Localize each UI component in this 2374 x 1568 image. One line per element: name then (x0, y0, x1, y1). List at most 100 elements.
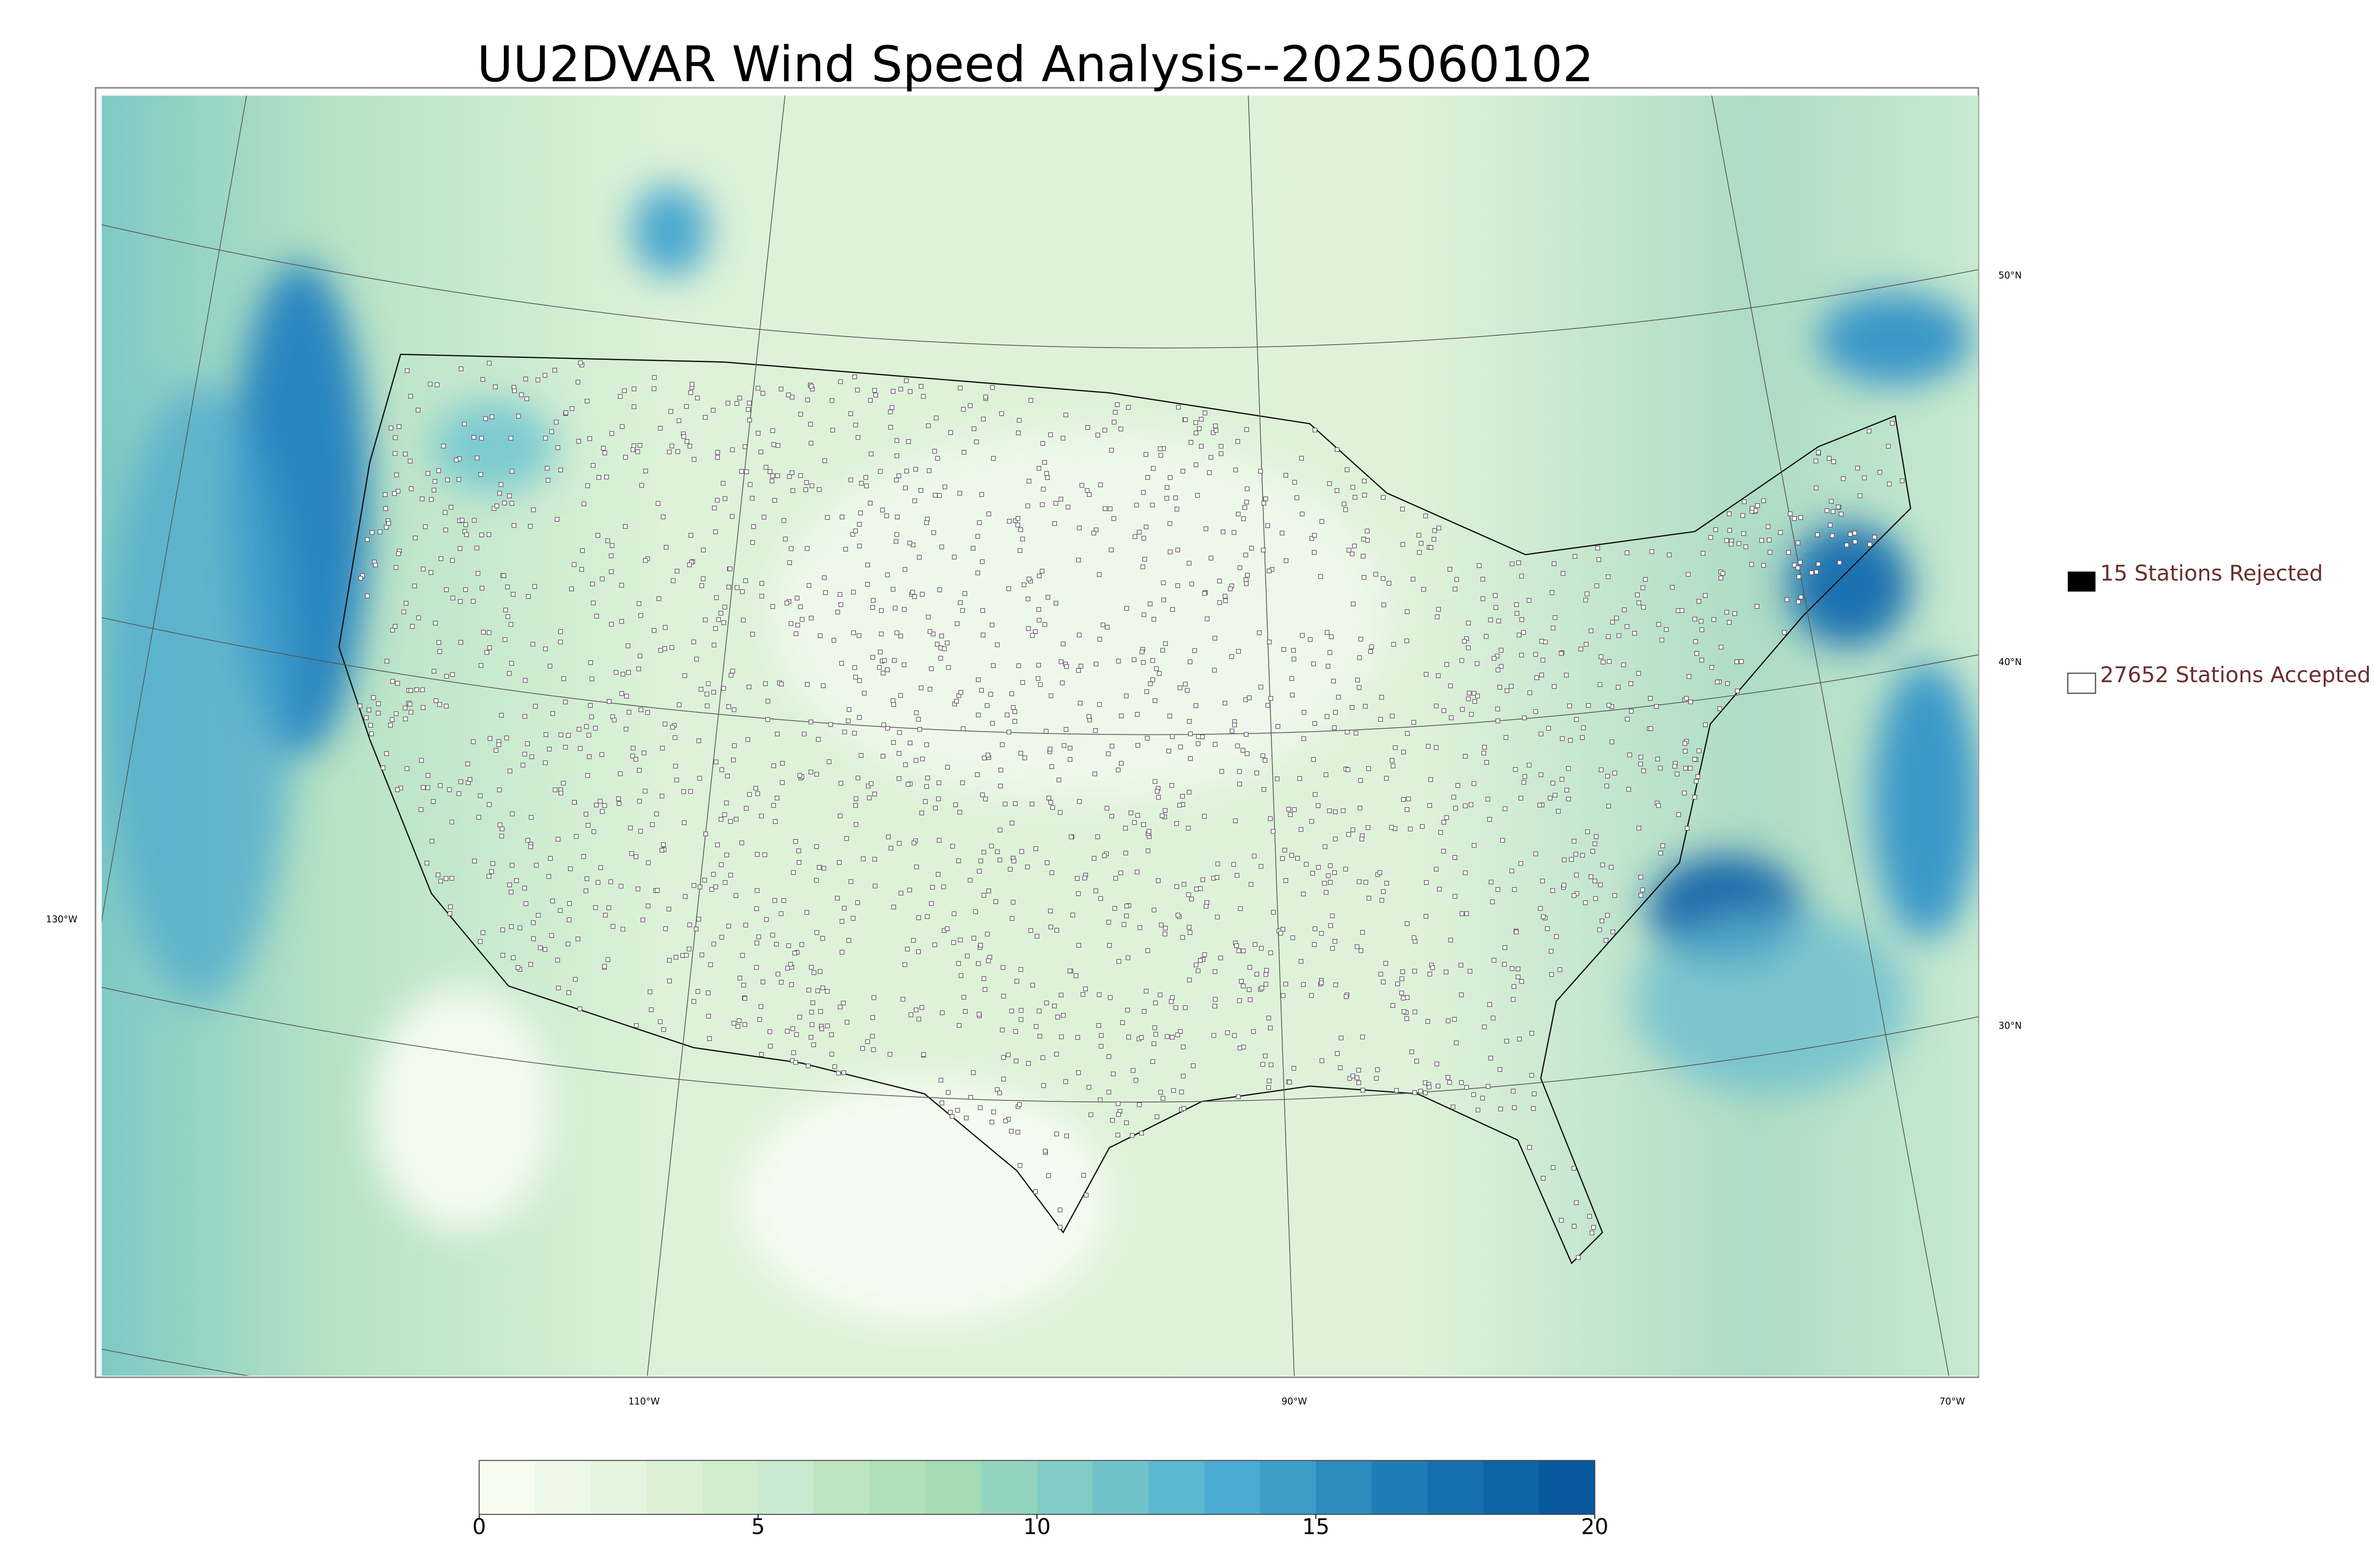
station (1123, 851, 1128, 855)
station (1816, 562, 1821, 567)
station (722, 812, 727, 817)
station (784, 601, 789, 606)
station (443, 510, 448, 515)
station (1567, 704, 1572, 708)
station (1130, 1068, 1136, 1073)
station (1252, 854, 1257, 859)
station (496, 742, 501, 747)
station (1168, 521, 1172, 526)
station (1475, 661, 1479, 666)
station (602, 803, 607, 808)
station (809, 965, 814, 970)
station (528, 844, 533, 849)
station (931, 530, 936, 535)
station (1346, 767, 1350, 772)
station (1301, 736, 1306, 741)
station (572, 800, 577, 805)
station (1475, 1108, 1480, 1113)
station (1120, 1020, 1125, 1025)
station (1327, 481, 1332, 486)
station (1017, 548, 1023, 553)
station (1514, 602, 1519, 607)
station (847, 707, 852, 712)
station (1458, 963, 1463, 968)
station (1430, 965, 1435, 970)
station (1438, 830, 1443, 835)
station (914, 710, 919, 715)
station (1207, 470, 1212, 475)
station (1350, 1073, 1356, 1079)
station (1384, 881, 1389, 886)
station (820, 936, 825, 941)
station (1404, 1016, 1409, 1021)
station (1361, 575, 1366, 580)
station (726, 923, 731, 929)
station (1137, 925, 1142, 930)
station (912, 498, 917, 503)
station (1001, 1055, 1006, 1060)
station (393, 435, 398, 440)
station (1502, 806, 1507, 811)
station (1598, 883, 1603, 887)
station (444, 587, 449, 592)
station (1040, 441, 1046, 446)
station (1292, 807, 1297, 812)
station (730, 514, 735, 519)
station (1049, 764, 1055, 769)
station (1102, 506, 1108, 511)
station (990, 721, 995, 726)
station (1181, 1044, 1186, 1050)
station (1015, 522, 1020, 527)
station (1594, 583, 1599, 588)
station (836, 1070, 841, 1076)
station (975, 534, 980, 539)
station (1011, 705, 1016, 710)
station (1423, 914, 1429, 919)
station (607, 699, 612, 704)
station (1083, 1192, 1089, 1198)
station (1679, 608, 1685, 613)
station (660, 746, 665, 751)
station (1414, 1059, 1419, 1064)
station (790, 1026, 795, 1031)
station (1235, 439, 1240, 444)
station (493, 748, 499, 753)
station (1514, 930, 1519, 935)
station (1017, 1163, 1023, 1168)
station (1133, 1078, 1139, 1083)
station (569, 406, 575, 411)
station (1316, 865, 1321, 870)
station (903, 567, 907, 572)
station (1125, 1007, 1130, 1013)
station (1098, 482, 1103, 488)
station (989, 622, 995, 628)
station (499, 826, 505, 831)
station (434, 382, 440, 387)
station (1447, 1080, 1452, 1085)
station (741, 983, 746, 987)
station (724, 853, 729, 857)
station (1049, 870, 1055, 875)
station (1675, 771, 1680, 777)
station (1587, 1214, 1592, 1219)
station (432, 488, 436, 493)
station (924, 520, 929, 525)
station (547, 664, 553, 669)
station (1011, 858, 1017, 864)
station (1401, 797, 1406, 802)
station (838, 813, 843, 818)
station (674, 778, 679, 782)
station (960, 608, 965, 613)
station (1178, 1029, 1183, 1034)
station (1243, 697, 1248, 702)
station (913, 467, 918, 472)
station (619, 619, 624, 624)
lon-label: 90°W (1281, 1396, 1307, 1407)
station (1676, 812, 1681, 817)
station (713, 884, 718, 889)
station (1441, 708, 1446, 713)
station (1096, 1023, 1101, 1028)
legend-rejected-swatch (2068, 571, 2096, 592)
station (1872, 535, 1877, 540)
